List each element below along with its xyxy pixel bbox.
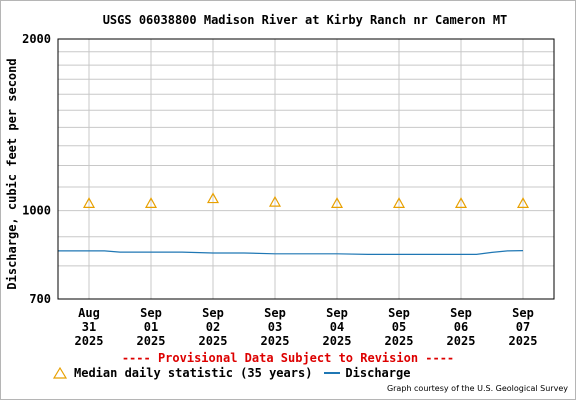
x-tick-label: Aug xyxy=(78,306,100,320)
discharge-line-icon xyxy=(324,372,341,374)
x-tick-label: 01 xyxy=(144,320,158,334)
x-tick-label: 2025 xyxy=(199,334,228,348)
median-point-marker xyxy=(454,197,468,208)
x-tick-label: 05 xyxy=(392,320,406,334)
x-tick-label: Sep xyxy=(388,306,410,320)
y-tick-label: 700 xyxy=(29,292,51,306)
median-point-marker xyxy=(330,197,344,208)
x-tick-label: Sep xyxy=(140,306,162,320)
chart-marks xyxy=(58,192,530,255)
x-tick-label: 2025 xyxy=(323,334,352,348)
axis-labels: 70010002000Aug312025Sep012025Sep022025Se… xyxy=(22,32,537,348)
provisional-data-notice: ---- Provisional Data Subject to Revisio… xyxy=(121,351,455,365)
chart-title: USGS 06038800 Madison River at Kirby Ran… xyxy=(103,13,508,27)
legend: Median daily statistic (35 years) Discha… xyxy=(52,365,410,381)
median-point-marker xyxy=(144,197,158,208)
legend-median-label: Median daily statistic (35 years) xyxy=(74,366,313,380)
x-tick-label: 31 xyxy=(82,320,96,334)
x-tick-label: Sep xyxy=(264,306,286,320)
x-tick-label: 2025 xyxy=(137,334,166,348)
x-tick-label: 06 xyxy=(454,320,468,334)
median-point-marker xyxy=(516,197,530,208)
median-point-marker xyxy=(82,197,96,208)
x-tick-label: 04 xyxy=(330,320,344,334)
y-tick-label: 1000 xyxy=(22,204,51,218)
x-tick-label: 2025 xyxy=(75,334,104,348)
x-tick-label: 02 xyxy=(206,320,220,334)
grid-lines xyxy=(58,38,554,300)
discharge-series-line xyxy=(58,250,524,255)
x-tick-label: 2025 xyxy=(509,334,538,348)
legend-discharge-label: Discharge xyxy=(345,366,411,380)
x-tick-label: Sep xyxy=(450,306,472,320)
median-point-marker xyxy=(206,192,220,204)
y-axis-label: Discharge, cubic feet per second xyxy=(5,58,19,289)
y-tick-label: 2000 xyxy=(22,32,51,46)
x-tick-label: 07 xyxy=(516,320,530,334)
median-point-marker xyxy=(392,197,406,208)
median-point-marker xyxy=(268,195,282,207)
x-tick-label: Sep xyxy=(202,306,224,320)
median-triangle-icon xyxy=(52,366,68,380)
x-tick-label: 2025 xyxy=(447,334,476,348)
x-tick-label: 2025 xyxy=(385,334,414,348)
graph-credit: Graph courtesy of the U.S. Geological Su… xyxy=(386,384,568,393)
x-tick-label: 03 xyxy=(268,320,282,334)
x-tick-label: Sep xyxy=(326,306,348,320)
x-tick-label: 2025 xyxy=(261,334,290,348)
x-tick-label: Sep xyxy=(512,306,534,320)
plot-area-border xyxy=(57,38,555,300)
